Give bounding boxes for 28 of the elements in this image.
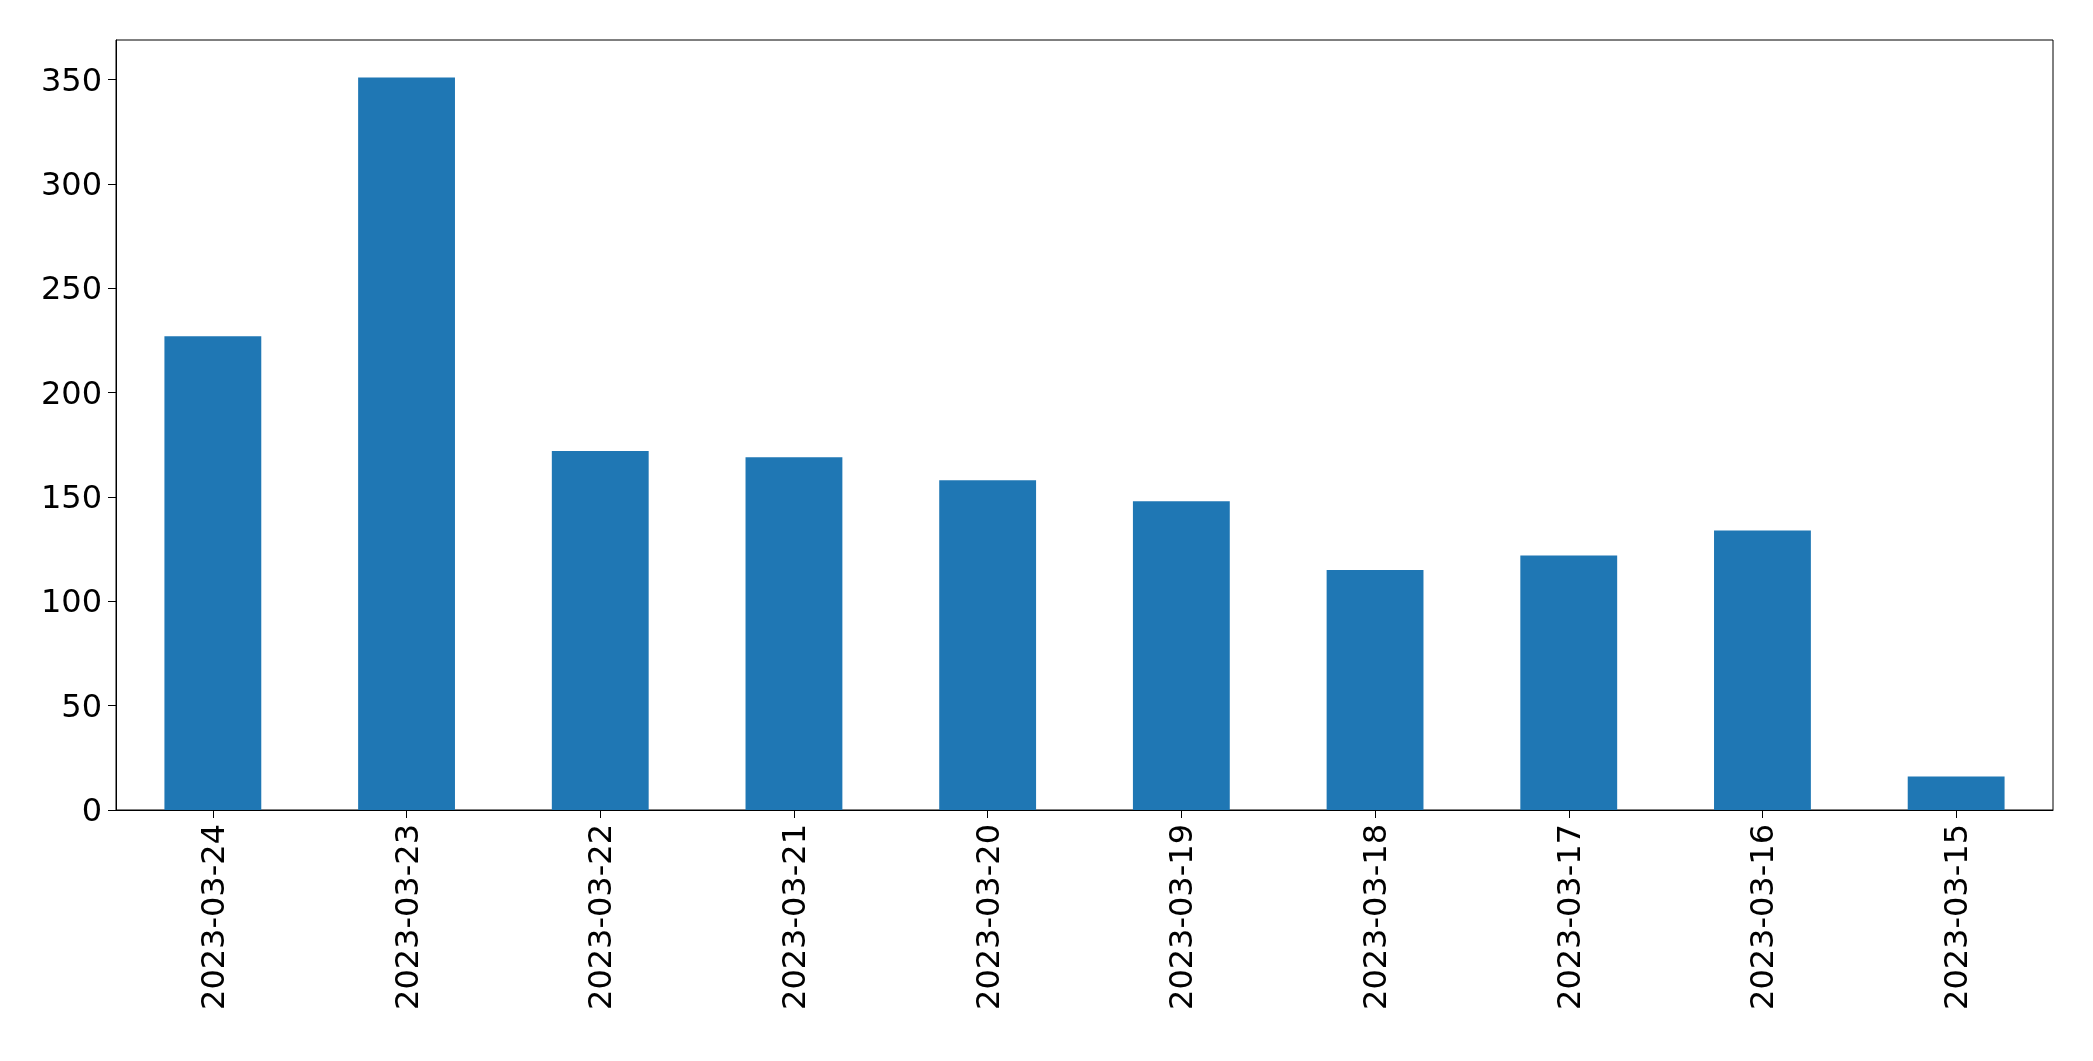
bar <box>358 77 455 810</box>
x-tick-label: 2023-03-19 <box>1162 824 1201 1010</box>
bar <box>164 336 262 810</box>
x-tick-label: 2023-03-15 <box>1937 824 1976 1010</box>
bar <box>745 457 843 810</box>
y-tick-label: 100 <box>40 582 102 621</box>
x-tick-label: 2023-03-24 <box>193 824 232 1010</box>
y-tick-label: 150 <box>40 477 102 516</box>
x-tick-label: 2023-03-18 <box>1356 824 1395 1010</box>
y-tick-label: 200 <box>40 373 102 412</box>
y-tick-label: 250 <box>40 269 102 308</box>
bar <box>1907 776 2005 810</box>
x-tick-label: 2023-03-17 <box>1549 824 1588 1010</box>
bar <box>1714 530 1811 810</box>
y-tick-label: 350 <box>40 60 102 99</box>
x-tick-label: 2023-03-22 <box>581 824 620 1010</box>
bar <box>1520 555 1618 810</box>
bar <box>1326 570 1424 810</box>
y-tick-label: 0 <box>81 791 102 829</box>
bar <box>939 480 1037 810</box>
y-tick-label: 300 <box>40 164 102 203</box>
bar <box>551 451 649 810</box>
x-tick-label: 2023-03-20 <box>968 824 1007 1010</box>
x-tick-label: 2023-03-16 <box>1743 824 1782 1010</box>
x-tick-label: 2023-03-23 <box>387 824 426 1010</box>
bar <box>1132 501 1230 810</box>
y-tick-label: 50 <box>61 686 102 725</box>
x-tick-label: 2023-03-21 <box>774 824 813 1010</box>
